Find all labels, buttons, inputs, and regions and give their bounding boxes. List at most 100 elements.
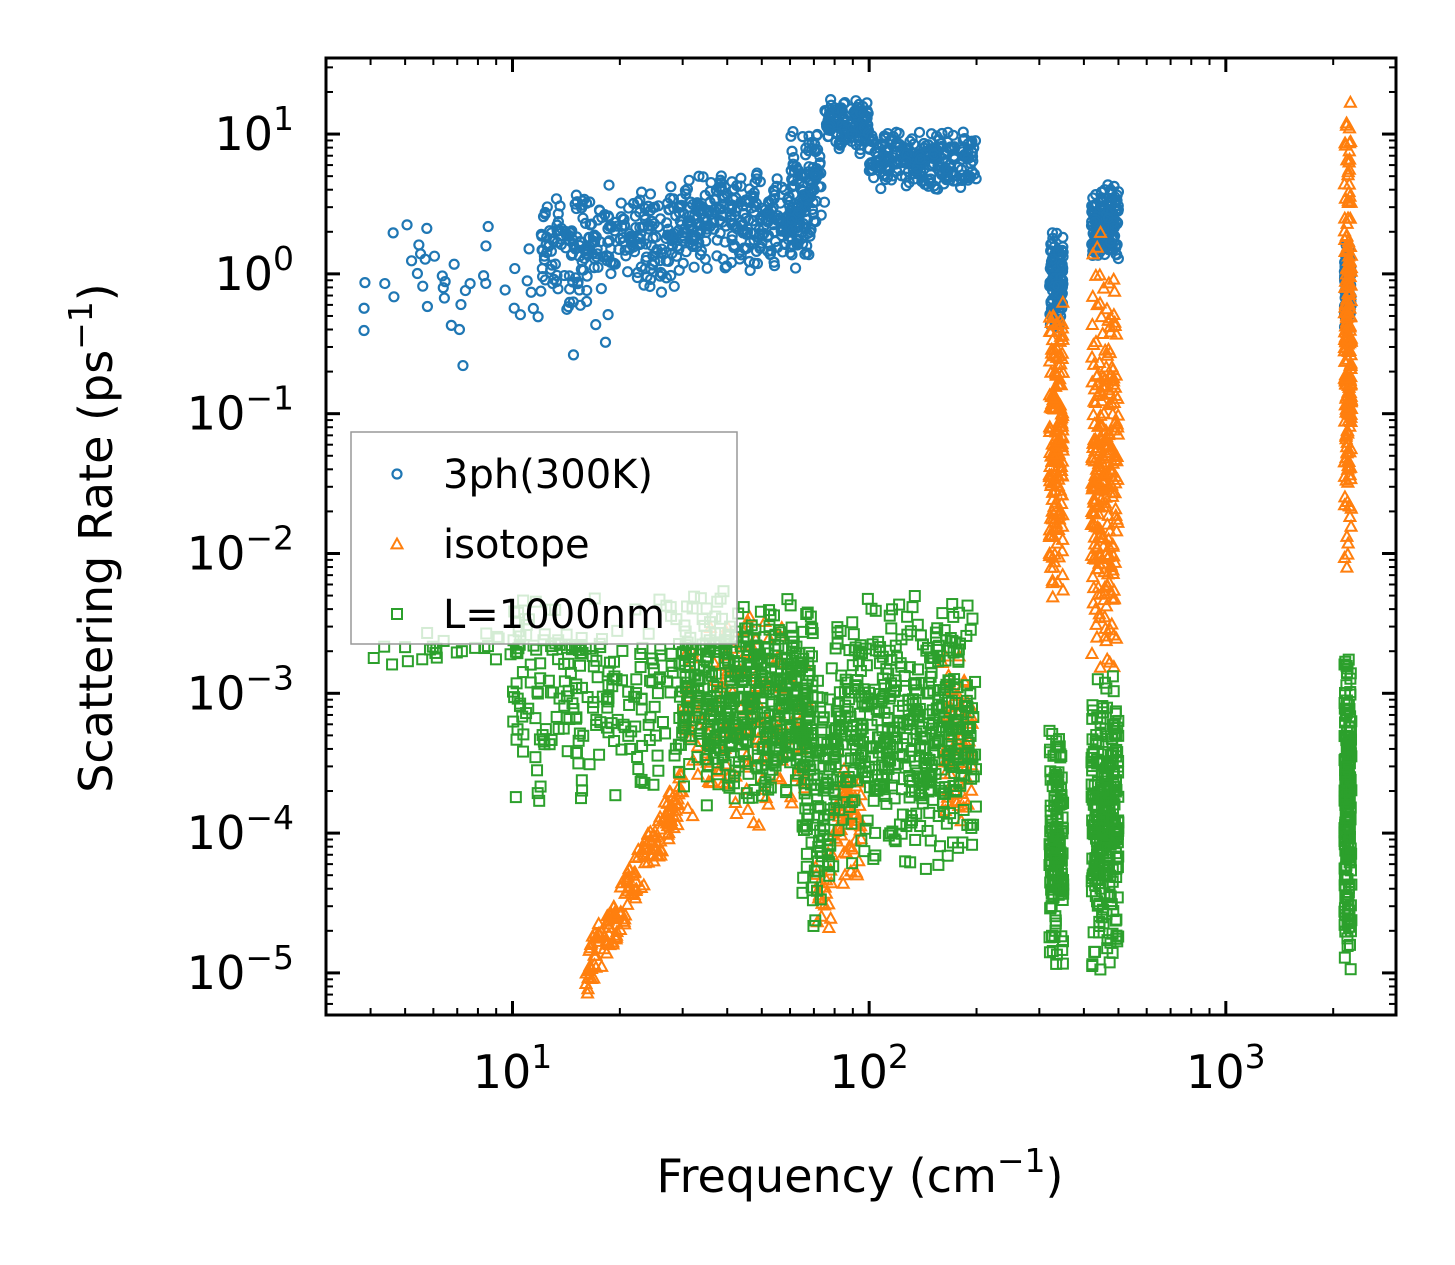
data-point-triangle <box>1107 452 1123 465</box>
data-point-square <box>790 671 803 684</box>
data-point-square <box>1091 673 1104 686</box>
data-point-circle <box>588 262 600 274</box>
data-point-circle <box>638 279 650 291</box>
data-point-circle <box>906 133 918 145</box>
data-point-square <box>416 653 429 666</box>
data-point-square <box>708 713 721 726</box>
data-point-triangle <box>1088 616 1104 630</box>
data-point-triangle <box>1094 585 1109 599</box>
data-point-square <box>774 632 787 645</box>
data-point-triangle <box>1087 467 1103 481</box>
data-point-square <box>634 661 647 674</box>
data-point-square <box>689 710 702 723</box>
data-point-circle <box>690 230 702 243</box>
data-point-square <box>609 789 622 802</box>
data-point-circle <box>744 237 756 249</box>
data-point-square <box>1085 875 1098 888</box>
data-point-square <box>1343 938 1356 951</box>
data-point-square <box>964 721 977 734</box>
data-point-triangle <box>1103 622 1118 636</box>
data-point-square <box>1101 701 1114 714</box>
data-point-triangle <box>1049 535 1065 549</box>
data-point-square <box>750 676 763 689</box>
data-point-square <box>896 749 909 762</box>
data-point-triangle <box>1338 137 1353 151</box>
data-point-triangle <box>1337 343 1352 357</box>
data-point-square <box>852 645 865 658</box>
data-point-circle <box>428 250 441 262</box>
data-point-square <box>646 657 659 670</box>
data-point-circle <box>803 130 815 142</box>
data-point-triangle <box>594 958 609 972</box>
data-point-circle <box>872 150 884 162</box>
data-point-square <box>1044 773 1057 786</box>
data-point-circle <box>695 204 708 217</box>
data-point-circle <box>445 319 457 331</box>
data-point-square <box>816 716 829 729</box>
data-point-square <box>774 728 787 741</box>
data-point-triangle <box>585 928 600 942</box>
data-point-square <box>916 797 929 810</box>
data-point-triangle <box>746 815 761 829</box>
data-point-triangle <box>1088 601 1103 615</box>
data-point-square <box>814 824 827 837</box>
data-point-circle <box>693 170 705 182</box>
data-point-triangle <box>1045 589 1060 603</box>
data-point-circle <box>738 208 750 220</box>
data-point-square <box>1087 798 1100 811</box>
data-point-circle <box>1089 206 1101 218</box>
data-point-circle <box>464 278 476 290</box>
data-point-square <box>1343 831 1356 844</box>
data-point-square <box>856 765 869 778</box>
data-point-square <box>1340 741 1353 754</box>
data-point-circle <box>358 324 370 337</box>
data-point-triangle <box>1342 263 1358 277</box>
data-point-circle <box>741 195 753 208</box>
data-point-triangle <box>1053 356 1068 370</box>
data-point-triangle <box>1339 117 1354 131</box>
data-point-triangle <box>685 808 700 822</box>
data-point-circle <box>900 155 912 168</box>
data-point-square <box>583 758 596 771</box>
data-point-square <box>762 783 775 796</box>
data-point-square <box>632 763 645 776</box>
data-point-square <box>701 738 714 751</box>
data-point-square <box>914 725 927 738</box>
data-point-square <box>816 743 829 756</box>
data-point-triangle <box>1092 267 1108 281</box>
data-point-triangle <box>1085 452 1100 466</box>
data-point-square <box>914 789 927 802</box>
data-point-square <box>1094 963 1107 976</box>
data-point-circle <box>698 220 710 232</box>
data-point-square <box>1088 828 1101 841</box>
data-point-triangle <box>1097 609 1112 623</box>
data-point-circle <box>784 204 796 216</box>
data-point-triangle <box>1107 283 1122 297</box>
data-point-triangle <box>851 853 866 867</box>
data-point-triangle <box>1090 297 1105 311</box>
data-point-circle <box>573 250 586 263</box>
data-point-square <box>870 702 883 715</box>
data-point-circle <box>954 181 967 194</box>
data-point-square <box>846 857 859 870</box>
data-point-circle <box>966 147 978 159</box>
data-point-square <box>719 657 732 670</box>
data-point-circle <box>541 201 553 213</box>
data-point-circle <box>879 173 892 186</box>
data-point-circle <box>699 189 711 201</box>
series-3ph-300k- <box>358 94 1357 372</box>
data-point-circle <box>605 267 617 280</box>
data-point-circle <box>540 238 552 251</box>
data-point-square <box>828 788 841 801</box>
data-point-circle <box>920 140 932 152</box>
data-point-circle <box>728 240 741 252</box>
data-point-square <box>602 691 615 704</box>
legend-marker-square <box>391 608 403 620</box>
data-point-triangle <box>1105 488 1120 502</box>
data-point-square <box>814 893 827 906</box>
data-point-square <box>929 767 942 780</box>
data-point-triangle <box>622 878 637 892</box>
data-point-square <box>964 818 977 831</box>
axes <box>324 56 1398 1017</box>
data-point-square <box>751 749 764 762</box>
